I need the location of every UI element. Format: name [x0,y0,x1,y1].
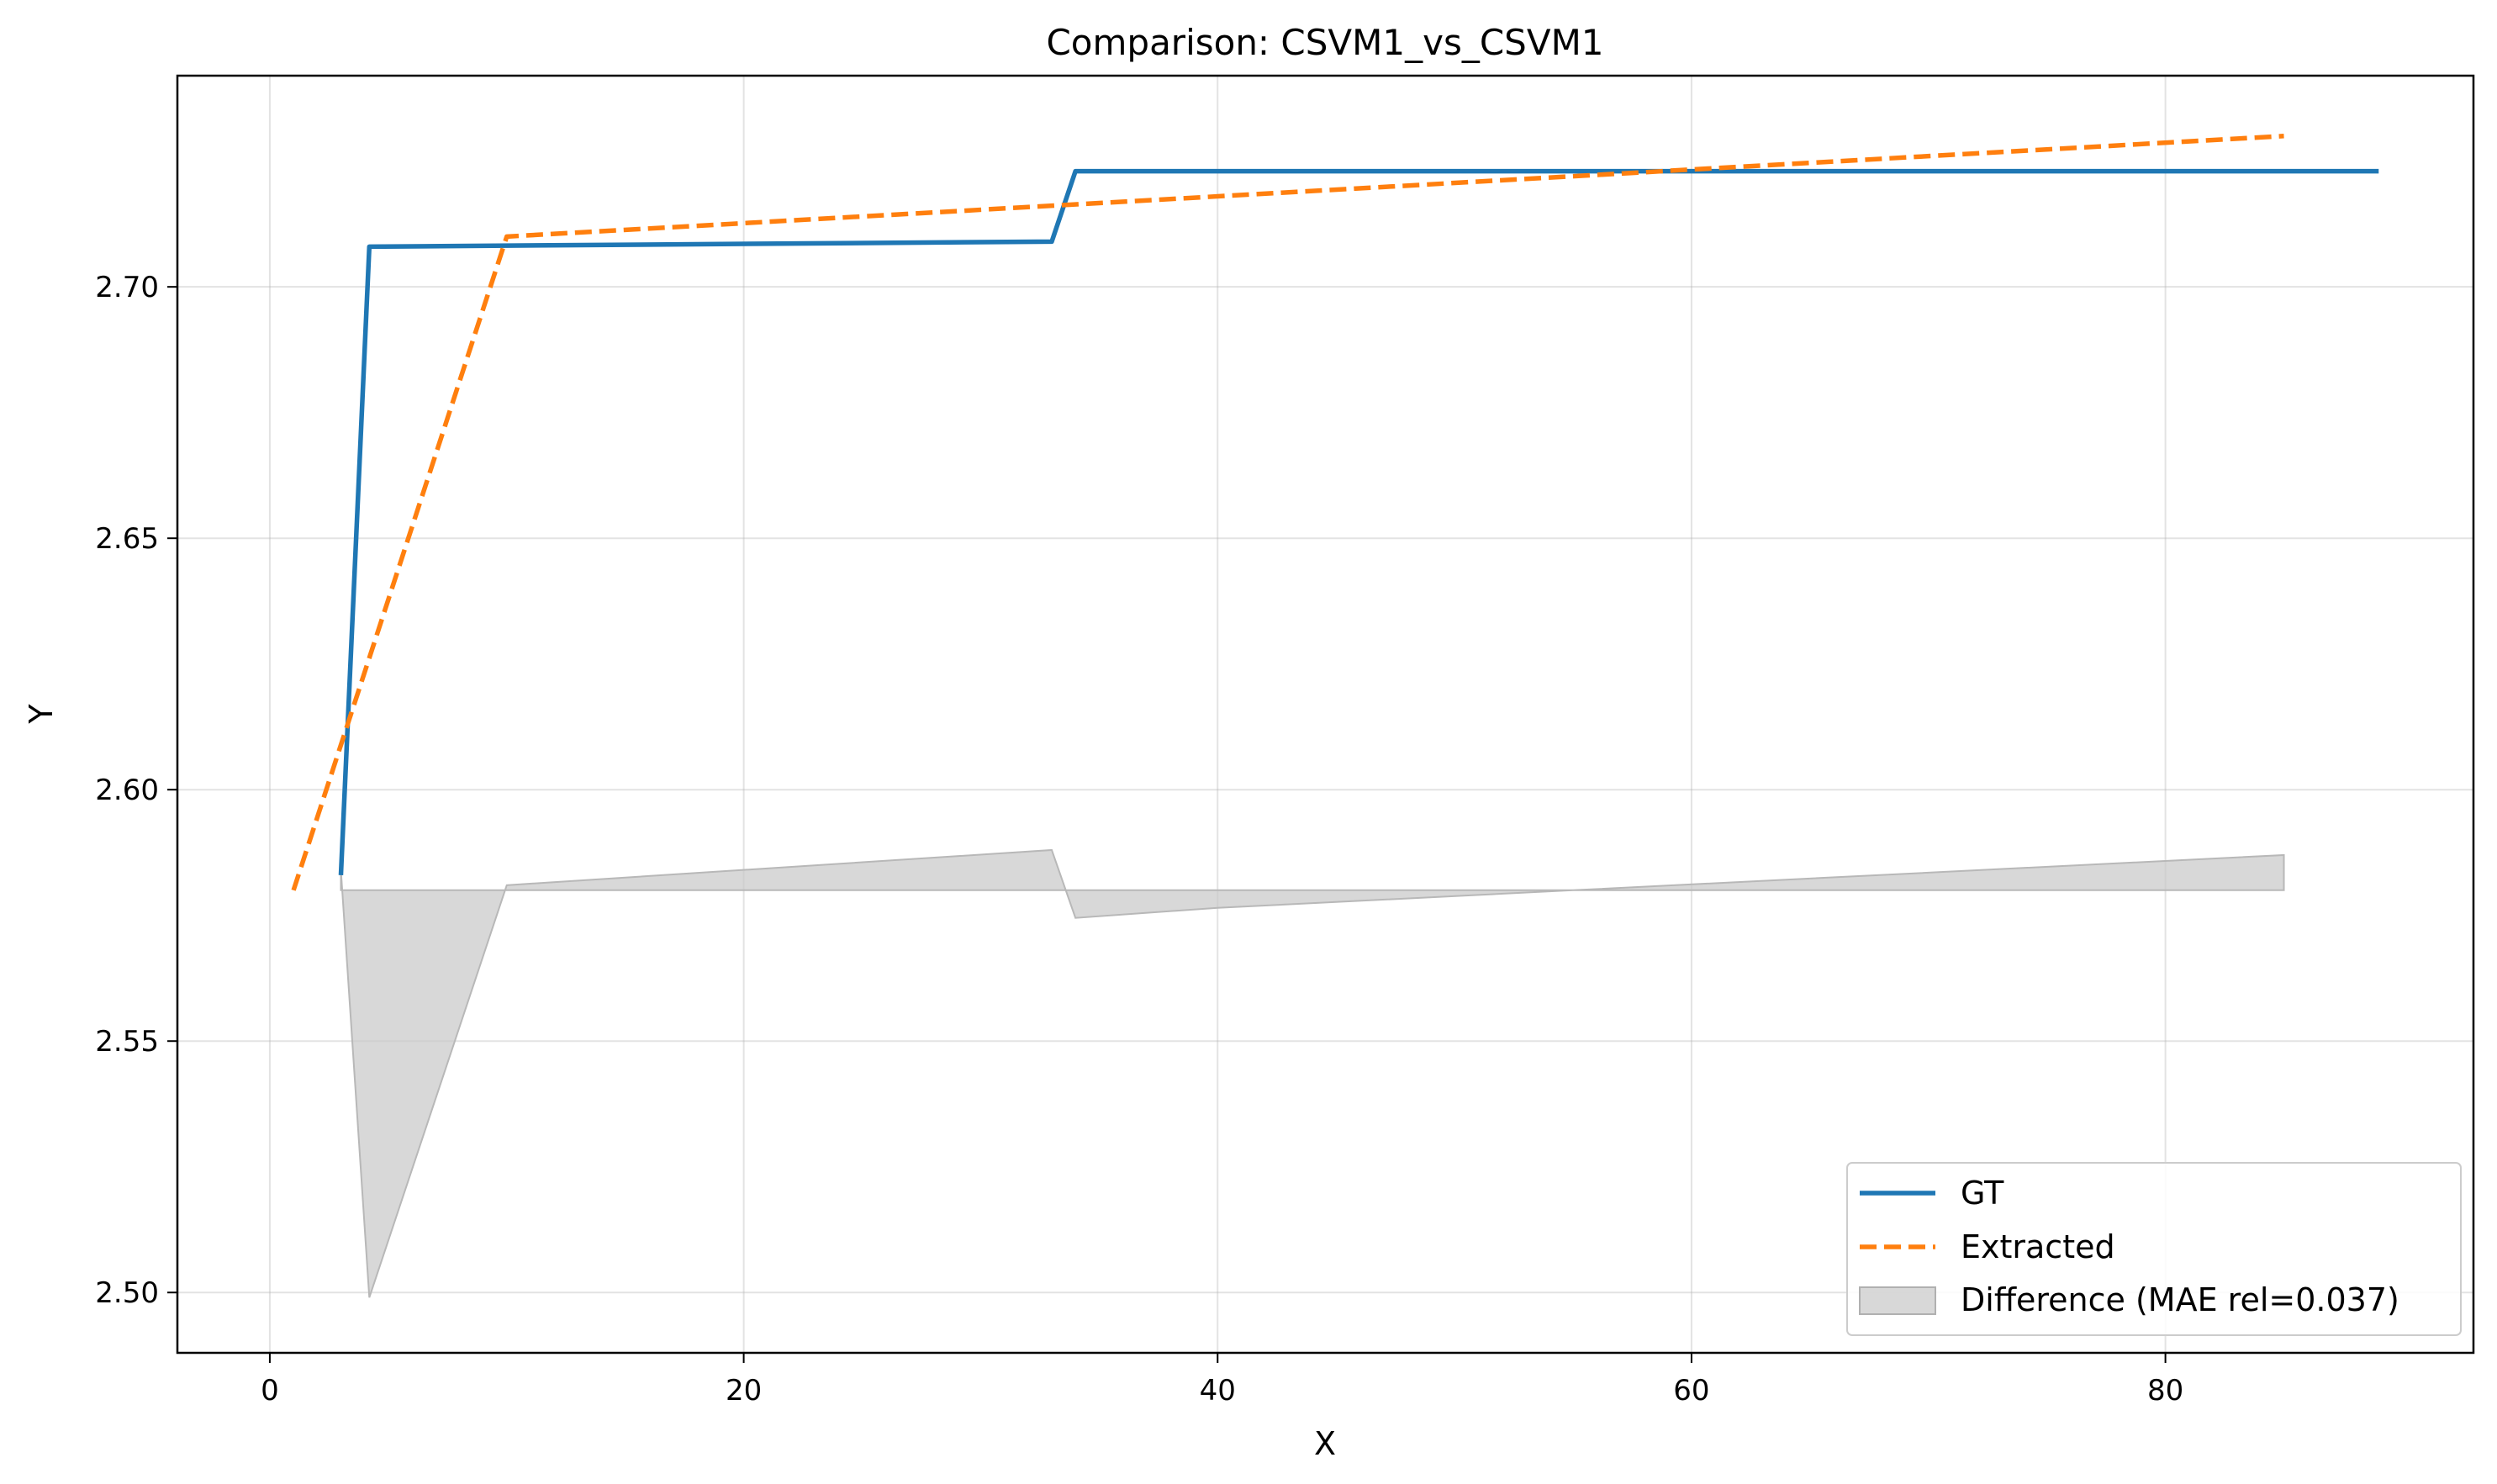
difference-layer [340,848,2285,1298]
grid-lines [177,76,2473,1353]
legend-gt-label: GT [1961,1175,2004,1212]
legend-difference-label: Difference (MAE rel=0.037) [1961,1281,2399,1318]
series-line-extracted [291,134,2284,891]
legend: GT Extracted Difference (MAE rel=0.037) [1846,1162,2462,1336]
y-tick-label: 2.50 [95,1276,159,1310]
axis-ticks: 0 20 40 60 80 2.50 2.55 2.60 2.65 2.70 [95,271,2183,1407]
x-tick-label: 60 [1673,1374,1709,1407]
y-axis-label: Y [23,704,60,725]
x-tick-label: 40 [1200,1374,1236,1407]
legend-extracted-label: Extracted [1961,1228,2115,1265]
difference-area [340,848,2285,1298]
x-tick-label: 80 [2147,1374,2183,1407]
y-tick-label: 2.70 [95,271,159,304]
x-axis-label: X [1314,1425,1336,1462]
series-layer [291,134,2379,891]
series-line-gt [338,168,2379,875]
x-tick-label: 0 [261,1374,279,1407]
y-tick-label: 2.60 [95,774,159,807]
plot-frame [176,74,2475,1355]
x-tick-label: 20 [726,1374,762,1407]
y-tick-label: 2.65 [95,522,159,556]
legend-difference-swatch [1859,1286,1936,1315]
legend-box [1846,1162,2462,1336]
chart-title: Comparison: CSVM1_vs_CSVM1 [1046,22,1603,63]
y-tick-label: 2.55 [95,1025,159,1059]
